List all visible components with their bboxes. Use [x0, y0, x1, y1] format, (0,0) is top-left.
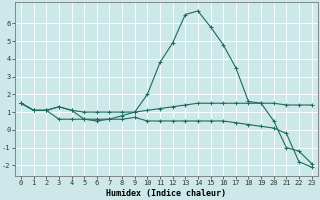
X-axis label: Humidex (Indice chaleur): Humidex (Indice chaleur) [106, 189, 226, 198]
